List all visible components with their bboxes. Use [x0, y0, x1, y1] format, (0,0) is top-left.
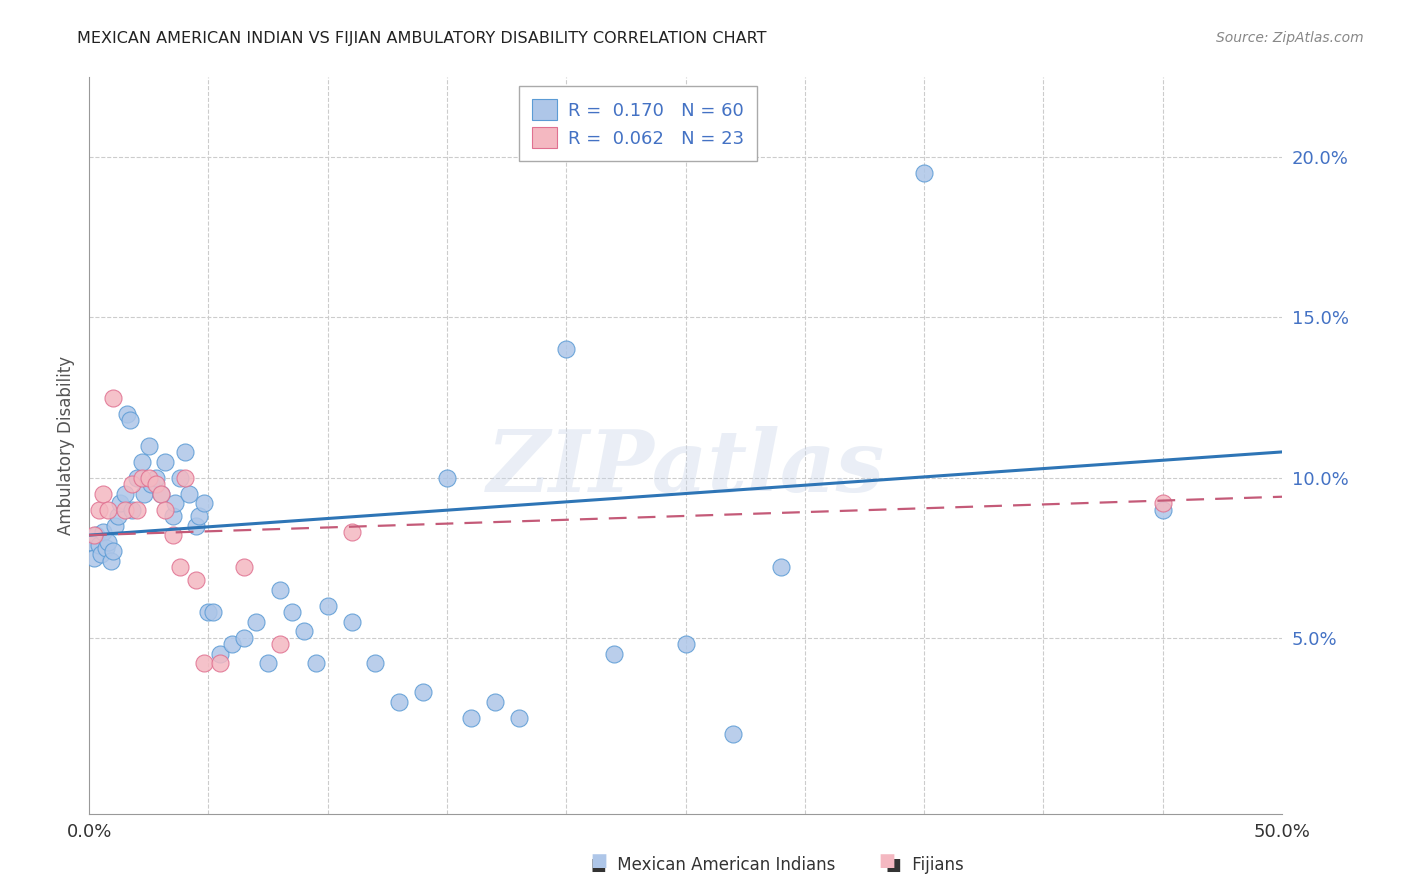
Mexican American Indians — [138, 438, 160, 452]
Fijians — [121, 477, 143, 491]
Mexican American Indians — [93, 524, 115, 539]
Mexican American Indians — [1152, 502, 1174, 516]
Text: ZIPatlas: ZIPatlas — [486, 425, 884, 509]
Fijians — [125, 502, 148, 516]
Fijians — [269, 637, 291, 651]
Mexican American Indians — [209, 647, 232, 661]
Fijians — [1152, 496, 1174, 510]
Fijians — [131, 470, 153, 484]
Legend: R =  0.170   N = 60, R =  0.062   N = 23: R = 0.170 N = 60, R = 0.062 N = 23 — [519, 87, 756, 161]
Fijians — [87, 502, 110, 516]
Mexican American Indians — [117, 407, 139, 421]
Fijians — [209, 656, 232, 670]
Mexican American Indians — [90, 547, 112, 561]
Mexican American Indians — [269, 582, 291, 597]
Fijians — [101, 391, 124, 405]
Mexican American Indians — [723, 726, 745, 740]
Mexican American Indians — [412, 685, 434, 699]
Mexican American Indians — [555, 343, 578, 357]
Mexican American Indians — [484, 695, 506, 709]
Mexican American Indians — [80, 534, 103, 549]
Mexican American Indians — [155, 454, 177, 468]
Mexican American Indians — [603, 647, 626, 661]
Mexican American Indians — [121, 502, 143, 516]
Mexican American Indians — [257, 656, 280, 670]
Mexican American Indians — [108, 496, 131, 510]
Fijians — [83, 528, 105, 542]
Mexican American Indians — [292, 624, 315, 639]
Mexican American Indians — [83, 550, 105, 565]
Mexican American Indians — [340, 615, 363, 629]
Mexican American Indians — [149, 486, 172, 500]
Mexican American Indians — [364, 656, 387, 670]
Text: ■  Fijians: ■ Fijians — [886, 856, 963, 874]
Fijians — [138, 470, 160, 484]
Mexican American Indians — [84, 528, 107, 542]
Mexican American Indians — [197, 605, 219, 619]
Fijians — [186, 573, 208, 587]
Mexican American Indians — [107, 508, 129, 523]
Mexican American Indians — [305, 656, 328, 670]
Text: ■  Mexican American Indians: ■ Mexican American Indians — [591, 856, 835, 874]
Text: MEXICAN AMERICAN INDIAN VS FIJIAN AMBULATORY DISABILITY CORRELATION CHART: MEXICAN AMERICAN INDIAN VS FIJIAN AMBULA… — [77, 31, 766, 46]
Mexican American Indians — [101, 544, 124, 558]
Mexican American Indians — [245, 615, 267, 629]
Fijians — [149, 486, 172, 500]
Fijians — [97, 502, 120, 516]
Fijians — [93, 486, 115, 500]
Mexican American Indians — [221, 637, 243, 651]
Fijians — [145, 477, 167, 491]
Fijians — [114, 502, 136, 516]
Mexican American Indians — [281, 605, 304, 619]
Mexican American Indians — [460, 710, 482, 724]
Mexican American Indians — [169, 470, 191, 484]
Mexican American Indians — [173, 445, 195, 459]
Mexican American Indians — [388, 695, 411, 709]
Mexican American Indians — [114, 486, 136, 500]
Fijians — [173, 470, 195, 484]
Mexican American Indians — [139, 477, 162, 491]
Fijians — [193, 656, 215, 670]
Fijians — [340, 524, 363, 539]
Mexican American Indians — [132, 486, 155, 500]
Mexican American Indians — [162, 508, 184, 523]
Mexican American Indians — [769, 560, 792, 574]
Mexican American Indians — [94, 541, 117, 555]
Mexican American Indians — [436, 470, 458, 484]
Mexican American Indians — [87, 538, 110, 552]
Mexican American Indians — [118, 413, 141, 427]
Mexican American Indians — [97, 534, 120, 549]
Mexican American Indians — [508, 710, 530, 724]
Fijians — [169, 560, 191, 574]
Mexican American Indians — [193, 496, 215, 510]
Text: ■: ■ — [879, 852, 896, 870]
Mexican American Indians — [104, 518, 127, 533]
Mexican American Indians — [145, 470, 167, 484]
Text: ■: ■ — [591, 852, 607, 870]
Mexican American Indians — [131, 454, 153, 468]
Mexican American Indians — [179, 486, 201, 500]
Mexican American Indians — [675, 637, 697, 651]
Mexican American Indians — [316, 599, 339, 613]
Fijians — [162, 528, 184, 542]
Mexican American Indians — [912, 166, 935, 180]
Fijians — [155, 502, 177, 516]
Mexican American Indians — [163, 496, 186, 510]
Mexican American Indians — [187, 508, 209, 523]
Fijians — [233, 560, 256, 574]
Mexican American Indians — [233, 631, 256, 645]
Text: Source: ZipAtlas.com: Source: ZipAtlas.com — [1216, 31, 1364, 45]
Mexican American Indians — [186, 518, 208, 533]
Mexican American Indians — [125, 470, 148, 484]
Mexican American Indians — [100, 554, 122, 568]
Mexican American Indians — [202, 605, 225, 619]
Y-axis label: Ambulatory Disability: Ambulatory Disability — [58, 356, 75, 535]
